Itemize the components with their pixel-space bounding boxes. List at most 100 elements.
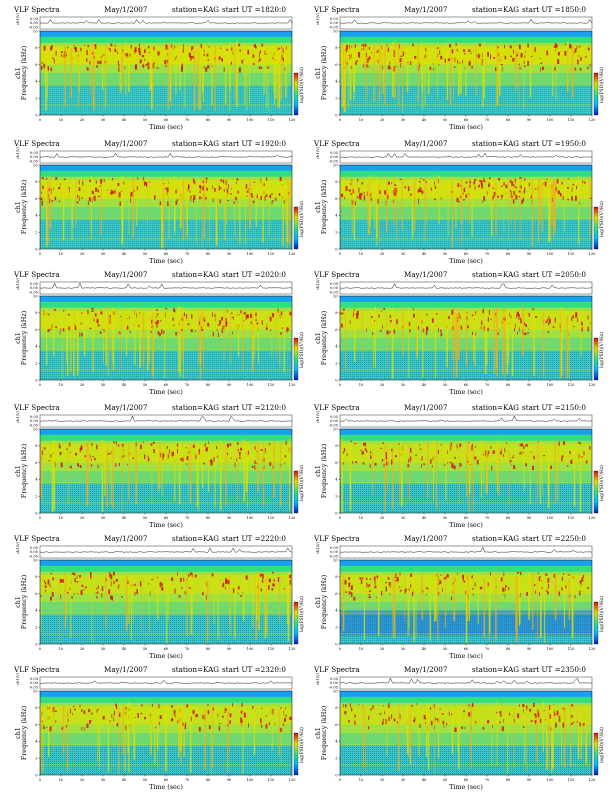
waveform-tick: 0.05 bbox=[330, 677, 339, 681]
red-patch bbox=[55, 177, 58, 180]
sferic-streak bbox=[342, 574, 345, 631]
time-tick-label: 10 bbox=[59, 778, 64, 782]
sferic-streak bbox=[89, 45, 91, 95]
red-patch bbox=[524, 55, 526, 59]
red-patch bbox=[271, 708, 274, 713]
red-patch bbox=[569, 450, 571, 454]
red-patch bbox=[60, 51, 63, 54]
sferic-streak bbox=[280, 45, 282, 101]
red-patch bbox=[509, 712, 511, 716]
red-patch bbox=[510, 315, 512, 319]
red-patch bbox=[373, 320, 376, 322]
red-patch bbox=[59, 451, 62, 456]
red-patch bbox=[143, 65, 145, 67]
red-patch bbox=[577, 59, 579, 65]
red-patch bbox=[395, 573, 397, 579]
sferic-streak bbox=[573, 445, 576, 507]
red-patch bbox=[519, 177, 522, 180]
time-tick-label: 10 bbox=[359, 118, 364, 122]
panel-start-ut: start UT =2050:0 bbox=[522, 270, 586, 279]
red-patch bbox=[147, 62, 150, 66]
red-patch bbox=[176, 55, 177, 59]
red-patch bbox=[97, 61, 101, 64]
red-patch bbox=[411, 704, 413, 707]
red-patch bbox=[96, 65, 98, 68]
sferic-streak bbox=[466, 573, 469, 622]
sferic-streak bbox=[42, 708, 44, 774]
red-patch bbox=[260, 178, 262, 183]
red-patch bbox=[174, 45, 176, 48]
red-patch bbox=[77, 593, 79, 595]
red-patch bbox=[207, 59, 209, 61]
red-patch bbox=[137, 177, 139, 180]
time-tick-label: 120 bbox=[289, 516, 297, 520]
sferic-streak bbox=[392, 447, 394, 510]
red-patch bbox=[94, 44, 97, 49]
sferic-streak bbox=[580, 708, 582, 760]
sferic-streak bbox=[568, 315, 570, 379]
sferic-streak bbox=[182, 313, 184, 362]
time-tick-label: 20 bbox=[380, 778, 385, 782]
red-patch bbox=[100, 311, 103, 315]
waveform-tick: 0.05 bbox=[330, 546, 339, 550]
red-patch bbox=[51, 45, 53, 49]
red-patch bbox=[44, 582, 47, 585]
spectrogram-svg: VLF Spectra May/1/2007 station=KAG start UT… bbox=[13, 270, 305, 396]
red-patch bbox=[437, 450, 439, 455]
time-tick-label: 40 bbox=[422, 778, 427, 782]
red-patch bbox=[434, 181, 435, 186]
red-patch bbox=[534, 590, 536, 594]
red-patch bbox=[261, 43, 264, 47]
red-patch bbox=[490, 318, 492, 321]
red-patch bbox=[444, 464, 446, 466]
freq-tick-label: 0 bbox=[335, 378, 338, 382]
red-patch bbox=[138, 47, 141, 53]
sferic-streak bbox=[538, 440, 540, 498]
red-patch bbox=[549, 714, 552, 719]
sferic-streak bbox=[127, 703, 129, 754]
red-patch bbox=[495, 67, 497, 72]
red-patch bbox=[456, 48, 458, 52]
time-tick-label: 10 bbox=[359, 778, 364, 782]
red-patch bbox=[218, 185, 220, 191]
red-patch bbox=[413, 313, 415, 318]
red-patch bbox=[75, 452, 77, 456]
red-patch bbox=[376, 50, 378, 53]
red-patch bbox=[82, 180, 84, 186]
red-patch bbox=[522, 452, 525, 454]
red-patch bbox=[212, 331, 214, 337]
sferic-streak bbox=[445, 448, 447, 501]
red-patch bbox=[148, 318, 150, 320]
sferic-streak bbox=[266, 50, 267, 108]
red-patch bbox=[87, 44, 89, 48]
red-patch bbox=[578, 46, 581, 48]
sferic-streak bbox=[128, 701, 130, 773]
red-patch bbox=[389, 331, 391, 334]
red-patch bbox=[51, 200, 54, 202]
red-patch bbox=[446, 723, 448, 726]
red-patch bbox=[489, 572, 491, 576]
sferic-streak bbox=[554, 572, 557, 621]
red-patch bbox=[442, 588, 443, 592]
time-tick-label: 80 bbox=[206, 118, 211, 122]
red-patch bbox=[483, 326, 485, 331]
red-patch bbox=[567, 187, 569, 189]
red-patch bbox=[261, 579, 264, 583]
sferic-streak bbox=[214, 445, 216, 504]
red-patch bbox=[450, 442, 452, 447]
sferic-streak bbox=[225, 444, 227, 506]
red-patch bbox=[283, 588, 285, 590]
red-patch bbox=[66, 591, 69, 594]
band-9khz bbox=[40, 696, 292, 703]
red-patch bbox=[471, 703, 474, 707]
red-patch bbox=[415, 454, 418, 456]
red-patch bbox=[81, 332, 83, 337]
sferic-streak bbox=[125, 41, 127, 96]
time-tick-label: 50 bbox=[443, 778, 448, 782]
sferic-streak bbox=[349, 443, 352, 511]
sferic-streak bbox=[470, 704, 471, 760]
red-patch bbox=[85, 586, 88, 589]
sferic-streak bbox=[372, 448, 373, 495]
sferic-streak bbox=[182, 178, 185, 241]
red-patch bbox=[151, 704, 153, 707]
